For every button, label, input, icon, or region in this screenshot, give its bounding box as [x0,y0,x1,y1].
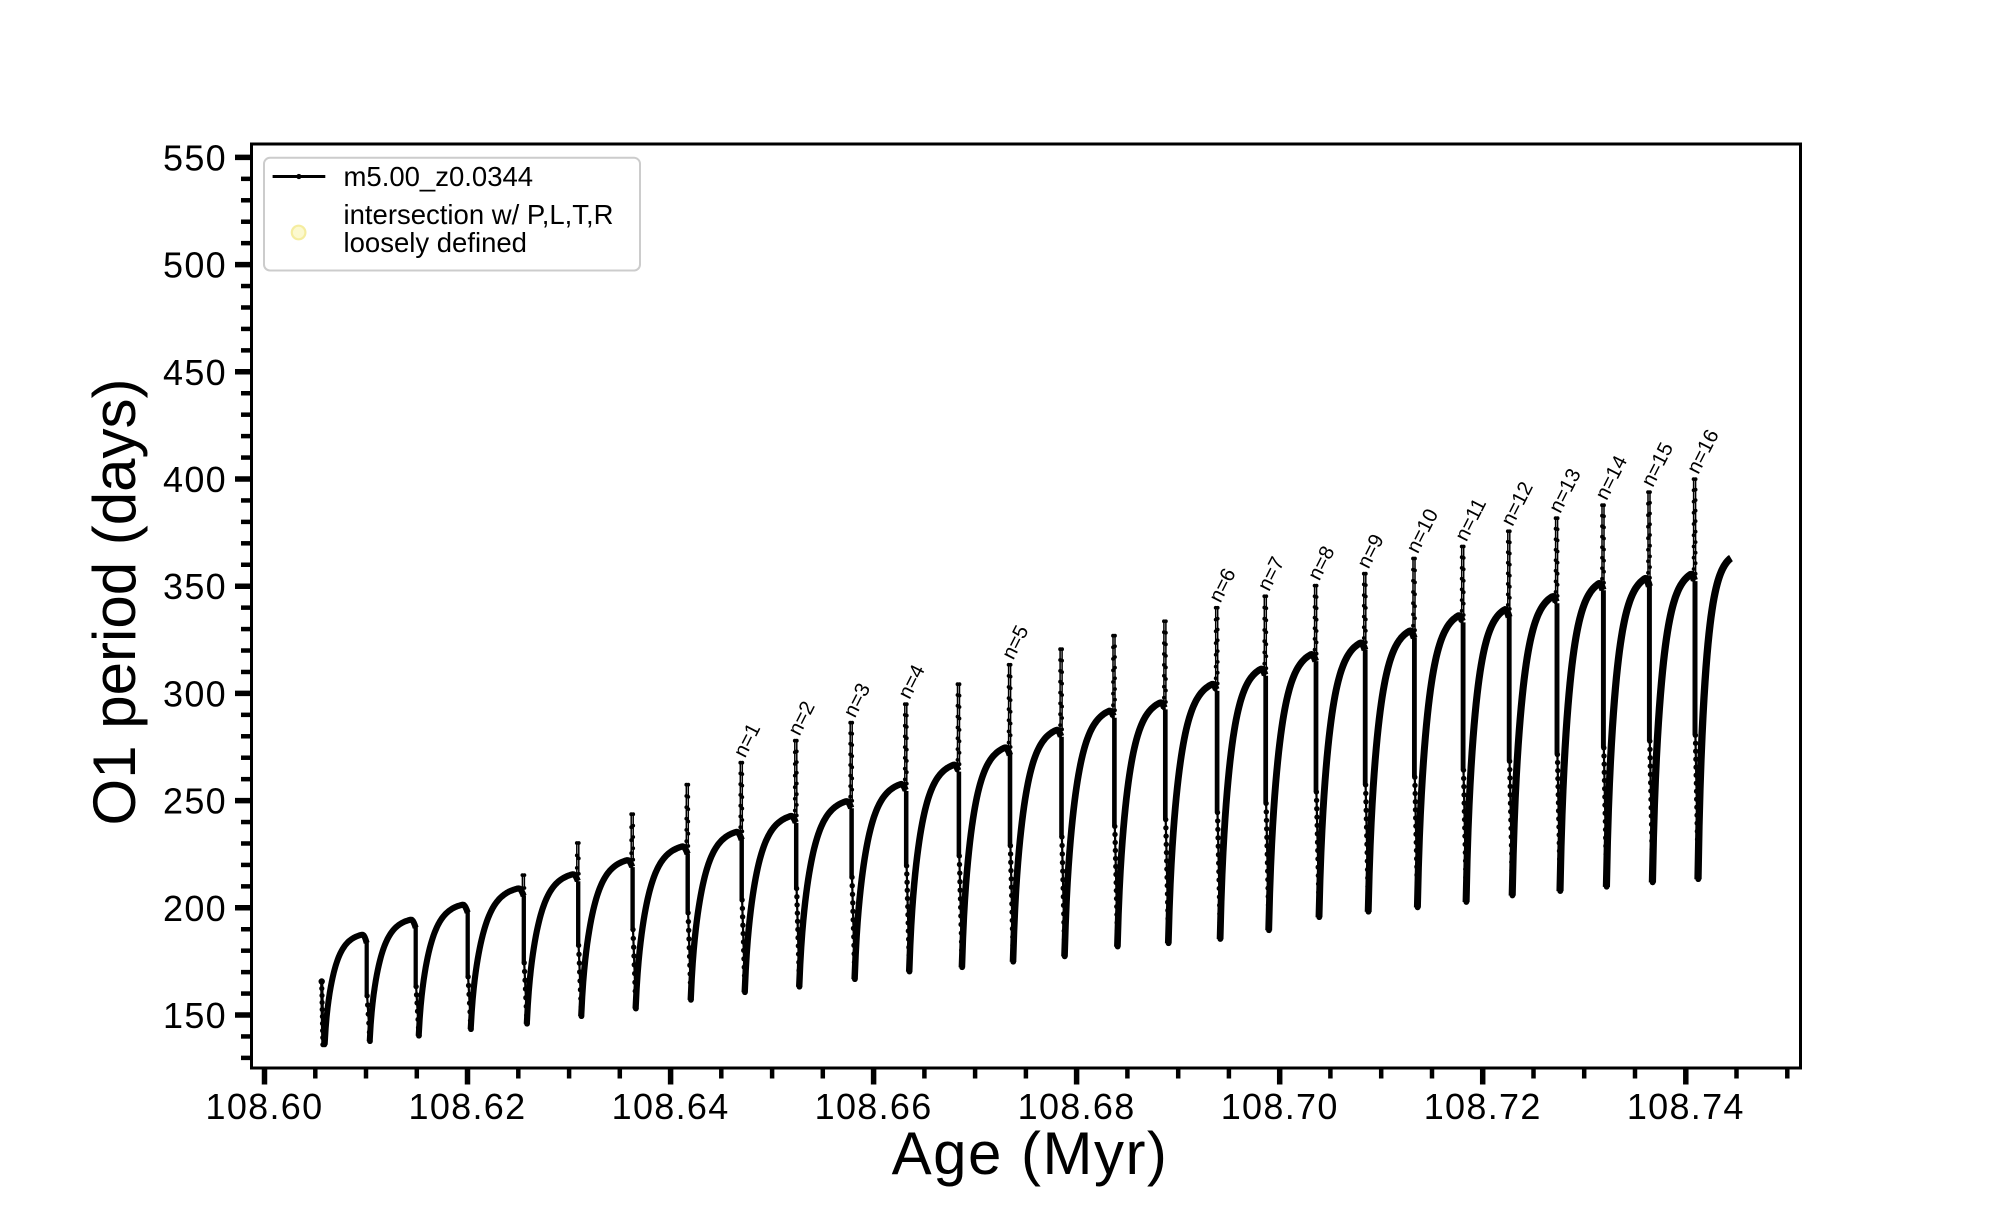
svg-text:loosely defined: loosely defined [344,227,527,258]
svg-text:108.74: 108.74 [1627,1086,1745,1127]
svg-text:550: 550 [163,137,227,178]
svg-text:250: 250 [163,781,227,822]
svg-text:450: 450 [163,352,227,393]
svg-text:108.62: 108.62 [409,1086,527,1127]
svg-text:O1 period (days): O1 period (days) [81,379,148,826]
svg-text:400: 400 [163,459,227,500]
svg-text:108.70: 108.70 [1221,1086,1339,1127]
svg-text:108.64: 108.64 [612,1086,730,1127]
svg-text:350: 350 [163,566,227,607]
svg-text:108.60: 108.60 [206,1086,324,1127]
svg-text:intersection w/ P,L,T,R: intersection w/ P,L,T,R [344,199,614,230]
svg-text:300: 300 [163,673,227,714]
svg-text:500: 500 [163,245,227,286]
svg-text:Age (Myr): Age (Myr) [892,1120,1169,1187]
svg-text:108.72: 108.72 [1424,1086,1542,1127]
svg-text:m5.00_z0.0344: m5.00_z0.0344 [344,161,534,192]
svg-text:108.66: 108.66 [815,1086,933,1127]
svg-text:200: 200 [163,888,227,929]
svg-text:108.68: 108.68 [1018,1086,1136,1127]
svg-text:150: 150 [163,995,227,1036]
